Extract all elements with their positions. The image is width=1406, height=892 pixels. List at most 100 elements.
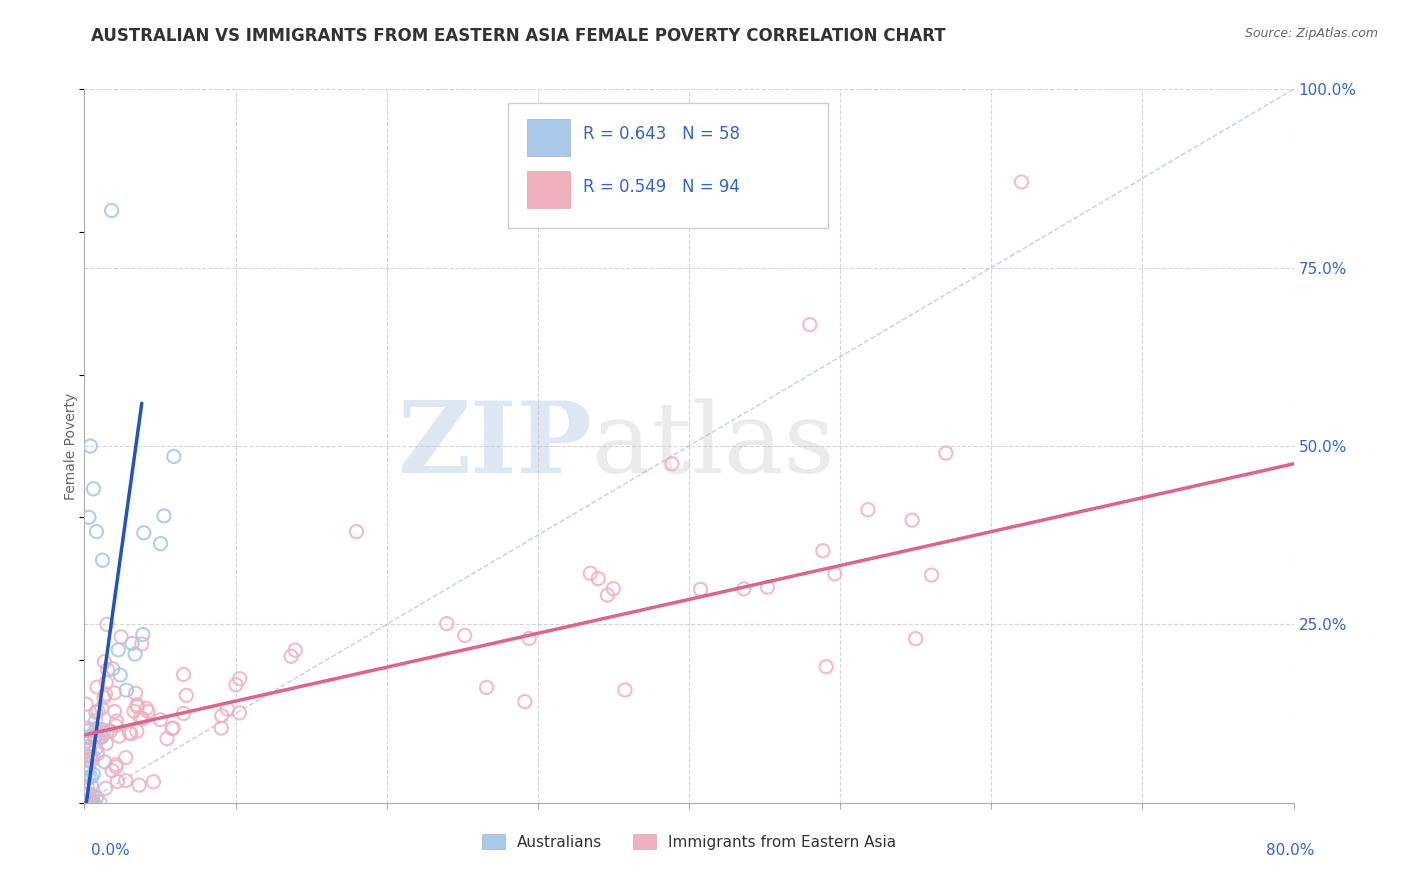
Point [114,773,136,788]
Point [904,632,927,646]
Point [756,580,779,594]
Point [82,750,104,764]
Point [79,439,101,453]
Point [91,726,114,740]
Point [76,780,98,794]
Text: 0.0%: 0.0% [91,843,131,858]
Point [811,543,834,558]
Text: AUSTRALIAN VS IMMIGRANTS FROM EASTERN ASIA FEMALE POVERTY CORRELATION CHART: AUSTRALIAN VS IMMIGRANTS FROM EASTERN AS… [91,27,946,45]
Point [104,757,127,772]
Point [127,699,149,714]
Text: R = 0.643   N = 58: R = 0.643 N = 58 [582,125,740,143]
Point [77,771,100,785]
Point [142,774,165,789]
Text: 80.0%: 80.0% [1267,843,1315,858]
Point [104,719,127,733]
Point [75,771,97,785]
Point [75,752,97,766]
Point [105,774,128,789]
Text: atlas: atlas [592,398,835,494]
Point [93,655,115,669]
Legend: Australians, Immigrants from Eastern Asia: Australians, Immigrants from Eastern Asi… [475,828,903,855]
Point [86,731,108,745]
Point [79,787,101,801]
Point [77,796,100,810]
Point [280,649,302,664]
Point [121,636,143,650]
Point [86,680,108,694]
Point [209,721,232,735]
Point [86,790,108,805]
Point [80,796,103,810]
Point [122,704,145,718]
Point [284,643,307,657]
FancyBboxPatch shape [527,120,571,156]
Point [76,796,98,810]
Point [86,747,108,761]
Point [602,582,624,596]
Point [77,796,100,810]
Point [107,642,129,657]
Point [84,723,107,738]
Point [75,748,97,763]
Point [108,729,131,743]
Point [79,794,101,808]
Point [84,741,107,756]
Point [100,724,122,739]
Point [76,796,98,810]
Point [579,566,602,581]
Point [517,632,540,646]
Point [77,510,100,524]
Point [91,723,114,737]
Point [124,647,146,661]
Point [173,706,195,721]
Point [101,764,124,778]
Point [86,524,108,539]
Point [80,754,103,768]
Point [125,724,148,739]
Point [84,705,107,719]
Point [77,730,100,744]
Point [84,714,107,728]
Point [80,778,103,792]
Point [162,721,184,735]
Point [75,697,97,711]
Point [174,689,197,703]
Point [77,739,100,754]
Point [82,482,104,496]
Point [100,203,122,218]
FancyBboxPatch shape [527,171,571,209]
Point [79,742,101,756]
Point [79,731,101,745]
Point [108,668,131,682]
Point [87,704,110,718]
Point [156,731,179,746]
Point [101,662,124,676]
Point [661,457,683,471]
Text: R = 0.549   N = 94: R = 0.549 N = 94 [582,178,740,196]
Point [436,616,458,631]
Point [211,708,233,723]
Point [77,723,100,738]
Point [225,678,247,692]
Point [132,525,155,540]
Point [132,712,155,726]
Point [96,617,118,632]
Point [163,450,186,464]
Point [1011,175,1033,189]
Y-axis label: Female Poverty: Female Poverty [65,392,79,500]
Point [76,744,98,758]
Point [689,582,711,597]
Point [921,568,943,582]
Point [79,749,101,764]
Point [454,628,477,642]
Point [160,722,183,736]
Point [93,755,115,769]
Point [90,731,112,745]
Point [105,760,128,774]
Point [613,683,636,698]
Point [173,667,195,681]
Point [118,726,141,740]
Point [105,714,128,728]
Point [79,796,101,810]
